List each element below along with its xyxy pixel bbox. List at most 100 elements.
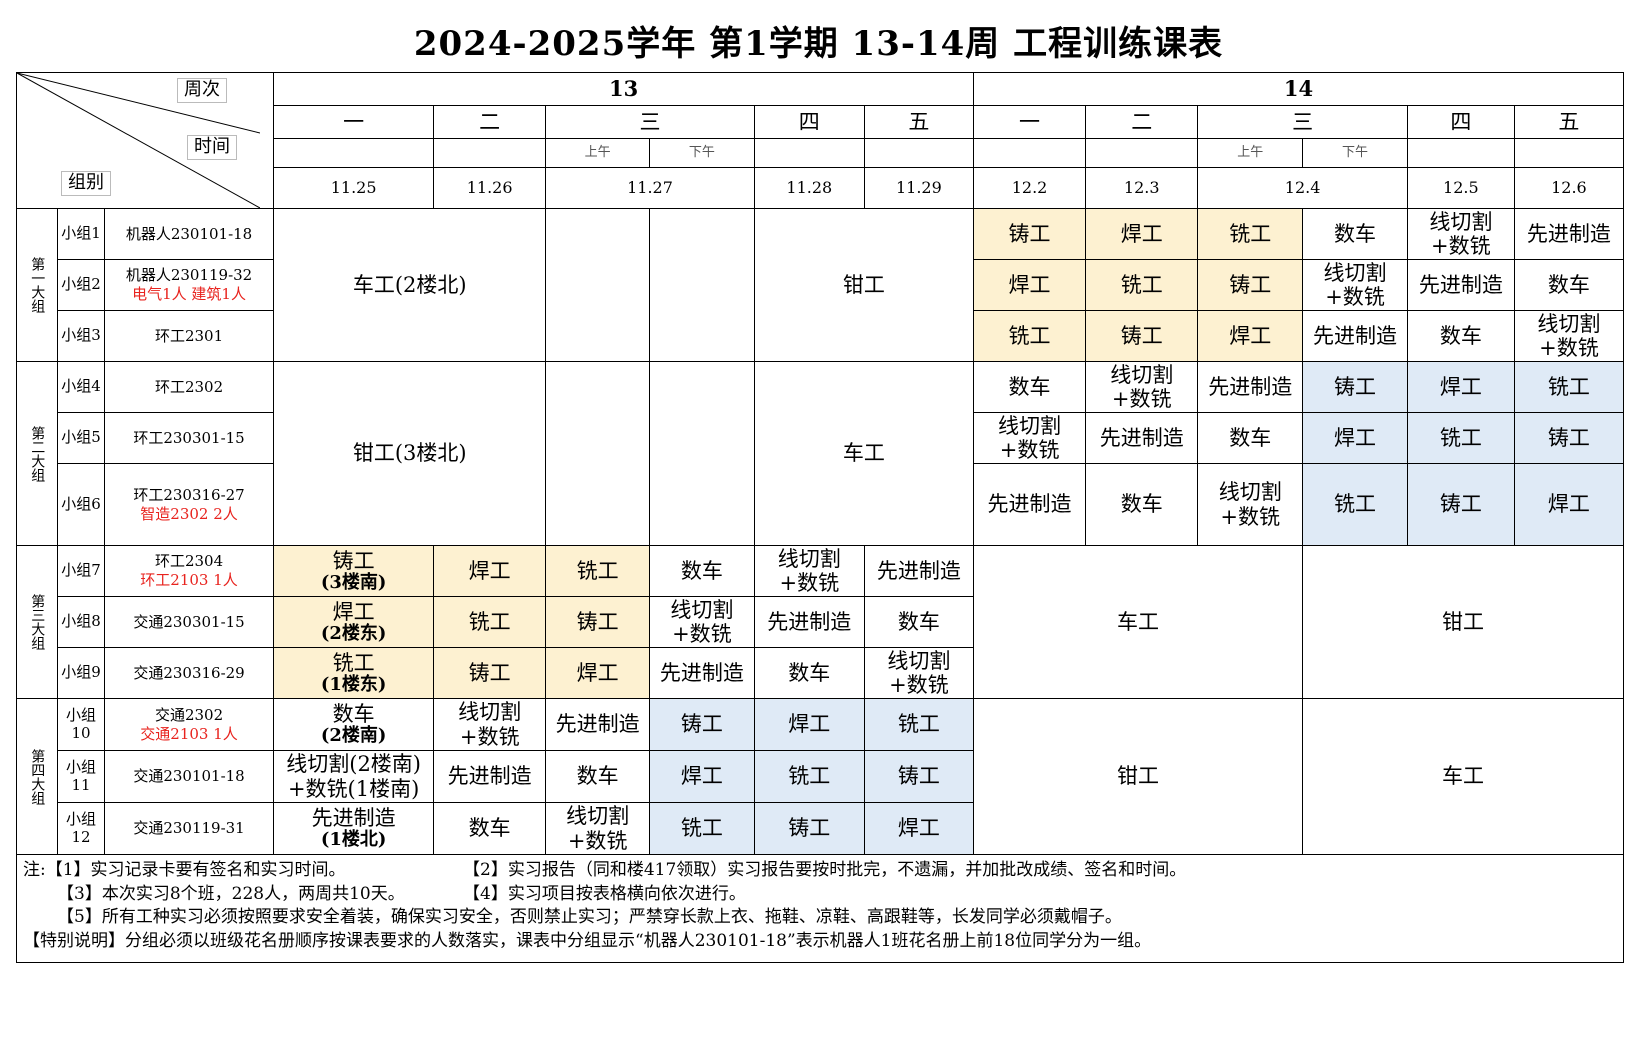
group-class: 环工230301-15 — [103, 412, 275, 464]
schedule-cell: 铣工 — [545, 545, 650, 597]
schedule-table: 周次 时间 组别 13 14 一二三四五一二三四五上午 下午 上午 下午 11.25 11.26 11… — [15, 71, 1625, 855]
note-5: 【5】所有工种实习必须按照要求安全着装，确保实习安全，否则禁止实习；严禁穿长款上… — [57, 907, 1122, 927]
schedule-cell: 先进制造 — [1513, 208, 1625, 260]
group-id: 小组4 — [57, 361, 105, 413]
group-id: 小组8 — [57, 596, 105, 648]
time-slot-cell — [433, 138, 547, 168]
block-cell: 钳工 — [753, 208, 974, 362]
notes-prefix: 注: — [23, 860, 46, 880]
group-id: 小组1 — [57, 208, 105, 260]
schedule-cell: 铸工 — [1302, 361, 1408, 413]
workshop-name: 铸工 — [332, 548, 375, 573]
note-1: 【1】实习记录卡要有签名和实习时间。 — [45, 860, 346, 880]
group-id: 小组6 — [57, 463, 105, 546]
schedule-cell: 铣工 (1楼东) — [273, 647, 435, 699]
time-slot-cell — [753, 138, 865, 168]
block-cell: 车工 — [1302, 698, 1624, 855]
corner-diagonal-lines — [17, 73, 260, 208]
block-cell: 钳工 — [972, 698, 1304, 855]
workshop-location: (1楼北) — [320, 829, 387, 851]
schedule-cell: 数车 — [1085, 463, 1199, 546]
time-label: 时间 — [187, 135, 237, 160]
schedule-cell: 线切割 +数铣 — [863, 647, 974, 699]
block-spacer — [648, 208, 755, 362]
schedule-cell: 数车 — [1197, 412, 1304, 464]
am-label: 上午 — [1197, 138, 1304, 168]
schedule-cell: 数车 (2楼南) — [273, 698, 435, 751]
schedule-cell: 线切割(2楼南) +数铣(1楼南) — [273, 750, 435, 803]
schedule-cell: 焊工 — [1302, 412, 1408, 464]
block-spacer — [545, 361, 650, 546]
group-id: 小组11 — [57, 750, 105, 803]
schedule-cell: 线切割 +数铣 — [433, 698, 547, 751]
schedule-cell: 先进制造 (1楼北) — [273, 802, 435, 855]
schedule-cell: 数车 — [1406, 310, 1515, 362]
day-header: 一 — [972, 105, 1087, 140]
group-class: 交通230101-18 — [103, 750, 275, 803]
am-label: 上午 — [545, 138, 650, 168]
schedule-cell: 先进制造 — [1197, 361, 1304, 413]
note-2: 【2】实习报告（同和楼417领取）实习报告要按时批完，不遗漏，并加批改成绩、签名… — [463, 860, 1187, 880]
schedule-cell: 数车 — [863, 596, 974, 648]
schedule-cell: 焊工 — [972, 259, 1087, 311]
date-header: 11.28 — [753, 166, 865, 210]
group-label: 组别 — [61, 171, 111, 196]
group-class: 交通230316-29 — [103, 647, 275, 699]
date-header: 12.4 — [1197, 166, 1408, 210]
group-id: 小组3 — [57, 310, 105, 362]
schedule-cell: 先进制造 — [648, 647, 755, 699]
schedule-cell: 数车 — [433, 802, 547, 855]
class-name: 环工230316-27 — [133, 485, 245, 504]
workshop-name: 铣工 — [332, 650, 375, 675]
class-name: 环工2301 — [154, 326, 224, 345]
schedule-cell: 线切割 +数铣 — [972, 412, 1087, 464]
schedule-cell: 焊工 — [1197, 310, 1304, 362]
block-cell: 车工(2楼北) — [273, 208, 547, 362]
schedule-cell: 先进制造 — [545, 698, 650, 751]
class-name: 机器人230119-32 — [125, 266, 253, 285]
note-3: 【3】本次实习8个班，228人，两周共10天。 — [57, 883, 405, 904]
corner-header: 周次 时间 组别 — [15, 72, 275, 209]
block-cell: 钳工 — [1302, 545, 1624, 699]
day-header: 三 — [1197, 105, 1408, 140]
schedule-cell: 线切割 +数铣 — [1406, 208, 1515, 260]
schedule-cell: 数车 — [1302, 208, 1408, 260]
class-name: 交通230101-18 — [133, 767, 245, 786]
schedule-cell: 数车 — [753, 647, 865, 699]
schedule-cell: 线切割 +数铣 — [1197, 463, 1304, 546]
schedule-cell: 焊工 — [545, 647, 650, 699]
workshop-name: 数车 — [332, 702, 375, 727]
schedule-cell: 铣工 — [972, 310, 1087, 362]
group-id: 小组12 — [57, 802, 105, 855]
schedule-cell: 铸工 — [648, 698, 755, 751]
class-name: 环工230301-15 — [133, 428, 245, 447]
group-class: 交通230301-15 — [103, 596, 275, 648]
group-id: 小组9 — [57, 647, 105, 699]
class-name: 交通230119-31 — [133, 819, 245, 838]
schedule-cell: 铸工 — [1513, 412, 1625, 464]
big-group-label: 第三大组 — [15, 545, 59, 699]
group-class: 机器人230119-32 电气1人 建筑1人 — [103, 259, 275, 311]
schedule-cell: 焊工 — [863, 802, 974, 855]
day-header: 五 — [863, 105, 974, 140]
schedule-cell: 铣工 — [863, 698, 974, 751]
note-special: 【特别说明】分组必须以班级花名册顺序按课表要求的人数落实，课表中分组显示“机器人… — [23, 930, 1152, 951]
time-slot-cell — [972, 138, 1087, 168]
day-header: 二 — [1085, 105, 1199, 140]
note-4: 【4】实习项目按表格横向依次进行。 — [463, 883, 746, 904]
schedule-cell: 焊工 — [1513, 463, 1625, 546]
schedule-cell: 铣工 — [1085, 259, 1199, 311]
schedule-cell: 线切割 +数铣 — [648, 596, 755, 648]
time-slot-cell — [1513, 138, 1625, 168]
schedule-cell: 铸工 — [1406, 463, 1515, 546]
schedule-cell: 线切割 +数铣 — [1513, 310, 1625, 362]
date-header: 11.25 — [273, 166, 435, 210]
schedule-cell: 焊工 (2楼东) — [273, 596, 435, 648]
pm-label: 下午 — [648, 138, 755, 168]
schedule-cell: 铸工 (3楼南) — [273, 545, 435, 597]
day-header: 一 — [273, 105, 435, 140]
pm-label: 下午 — [1302, 138, 1408, 168]
date-header: 12.2 — [972, 166, 1087, 210]
schedule-cell: 铸工 — [545, 596, 650, 648]
group-id: 小组2 — [57, 259, 105, 311]
